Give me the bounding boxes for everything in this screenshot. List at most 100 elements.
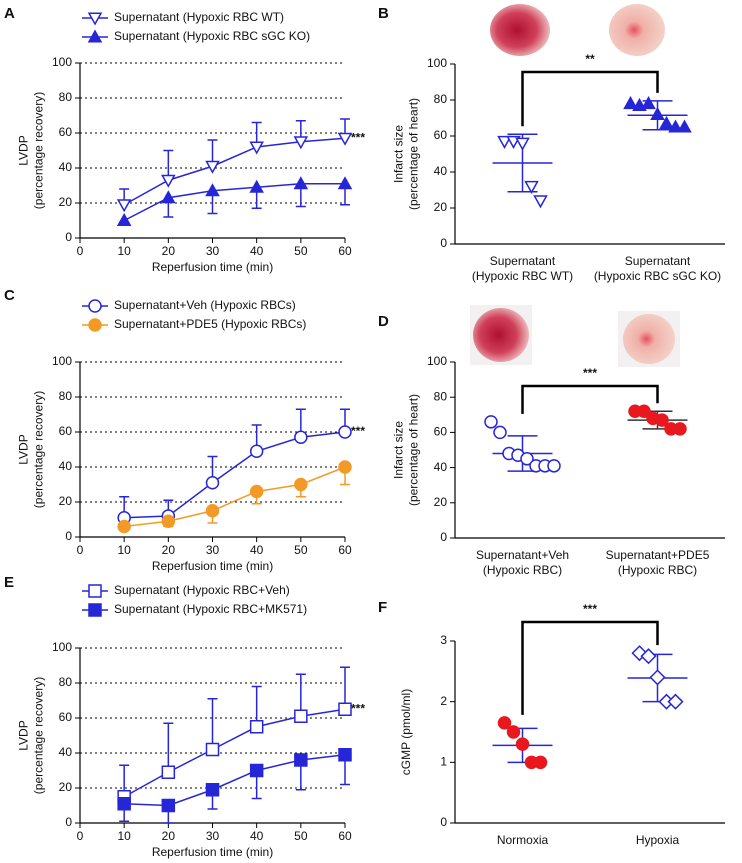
y-tick-label: 40 xyxy=(59,745,73,759)
y-axis-label: (percentage recovery) xyxy=(32,677,46,794)
marker xyxy=(294,430,308,444)
significance-label: ** xyxy=(585,52,595,66)
marker xyxy=(515,737,530,751)
y-tick-label: 60 xyxy=(434,128,448,142)
y-tick-label: 40 xyxy=(434,164,448,178)
series-line xyxy=(124,754,346,807)
x-tick-label: 30 xyxy=(206,829,220,843)
x-tick-label: (Hypoxic RBC) xyxy=(483,563,562,577)
series-line xyxy=(123,708,346,798)
marker xyxy=(88,584,102,598)
x-tick-label: 0 xyxy=(77,543,84,557)
marker xyxy=(293,176,309,190)
series-line xyxy=(123,137,346,206)
x-axis-label: Reperfusion time (min) xyxy=(152,559,273,573)
marker xyxy=(667,693,684,710)
marker xyxy=(87,12,103,26)
y-tick-label: 40 xyxy=(434,460,448,474)
y-tick-label: 100 xyxy=(52,640,72,654)
marker xyxy=(673,422,687,436)
marker xyxy=(497,135,512,149)
y-tick-label: 20 xyxy=(59,195,73,209)
legend-label: Supernatant+PDE5 (Hypoxic RBCs) xyxy=(114,317,306,331)
marker xyxy=(337,176,353,190)
y-tick-label: 60 xyxy=(59,424,73,438)
marker xyxy=(520,452,534,466)
y-tick-label: 80 xyxy=(59,675,73,689)
marker xyxy=(294,709,308,723)
y-tick-label: 80 xyxy=(59,90,73,104)
y-tick-label: 100 xyxy=(52,55,72,69)
significance-bracket xyxy=(521,620,659,715)
x-tick-label: 20 xyxy=(162,829,176,843)
significance-label: *** xyxy=(583,366,597,380)
x-tick-label: 60 xyxy=(338,543,352,557)
marker xyxy=(484,415,498,429)
x-tick-label: 20 xyxy=(162,543,176,557)
marker xyxy=(533,195,548,209)
marker xyxy=(293,136,309,150)
panel-letter: E xyxy=(4,574,14,591)
panel-letter: C xyxy=(4,287,15,304)
marker xyxy=(249,141,264,155)
legend-label: Supernatant (Hypoxic RBC+MK571) xyxy=(114,602,307,616)
marker xyxy=(338,425,352,439)
marker xyxy=(116,212,132,227)
y-tick-label: 80 xyxy=(434,389,448,403)
marker xyxy=(659,115,674,129)
marker xyxy=(338,748,352,762)
marker xyxy=(649,669,666,686)
y-axis-label: Infarct size xyxy=(392,125,406,183)
x-tick-label: 50 xyxy=(294,829,308,843)
significance-bracket xyxy=(521,70,659,127)
marker xyxy=(88,603,102,617)
marker xyxy=(294,477,308,492)
panel-letter: F xyxy=(378,599,387,616)
marker xyxy=(161,765,176,779)
y-tick-label: 40 xyxy=(59,160,73,174)
x-tick-label: Normoxia xyxy=(497,833,549,847)
marker xyxy=(205,504,220,518)
y-tick-label: 20 xyxy=(59,494,73,508)
y-axis-label: cGMP (pmol/ml) xyxy=(399,689,413,775)
y-axis-label: (percentage recovery) xyxy=(32,92,46,209)
y-axis-label: Infarct size xyxy=(392,421,406,479)
marker xyxy=(506,725,521,739)
marker xyxy=(641,96,656,110)
marker xyxy=(205,183,220,197)
panel-letter: D xyxy=(378,313,389,330)
x-tick-label: (Hypoxic RBC sGC KO) xyxy=(594,269,721,283)
x-tick-label: 20 xyxy=(162,244,176,258)
marker xyxy=(493,425,507,440)
annotation: *** xyxy=(351,701,365,715)
y-axis-label: (percentage recovery) xyxy=(32,391,46,508)
marker xyxy=(249,484,264,499)
marker xyxy=(668,119,683,133)
x-tick-label: Supernatant xyxy=(490,254,556,268)
marker xyxy=(205,160,220,174)
marker xyxy=(249,179,264,193)
x-tick-label: 40 xyxy=(250,829,264,843)
x-axis-label: Reperfusion time (min) xyxy=(152,845,273,859)
marker xyxy=(650,106,665,120)
y-tick-label: 80 xyxy=(434,92,448,106)
x-tick-label: 40 xyxy=(250,244,264,258)
x-tick-label: 30 xyxy=(206,244,220,258)
legend-label: Supernatant (Hypoxic RBC+Veh) xyxy=(114,583,290,597)
marker xyxy=(117,519,131,534)
y-axis-label: LVDP xyxy=(17,720,31,750)
x-tick-label: 10 xyxy=(117,543,131,557)
marker xyxy=(161,174,176,188)
annotation: *** xyxy=(351,424,365,438)
marker xyxy=(623,96,638,110)
y-tick-label: 20 xyxy=(59,780,73,794)
x-tick-label: 0 xyxy=(77,244,84,258)
marker xyxy=(161,190,176,204)
x-axis-label: Reperfusion time (min) xyxy=(152,260,273,274)
marker xyxy=(497,716,512,730)
marker xyxy=(249,444,264,458)
marker xyxy=(88,299,102,313)
y-tick-label: 0 xyxy=(440,236,447,250)
y-tick-label: 60 xyxy=(59,125,73,139)
